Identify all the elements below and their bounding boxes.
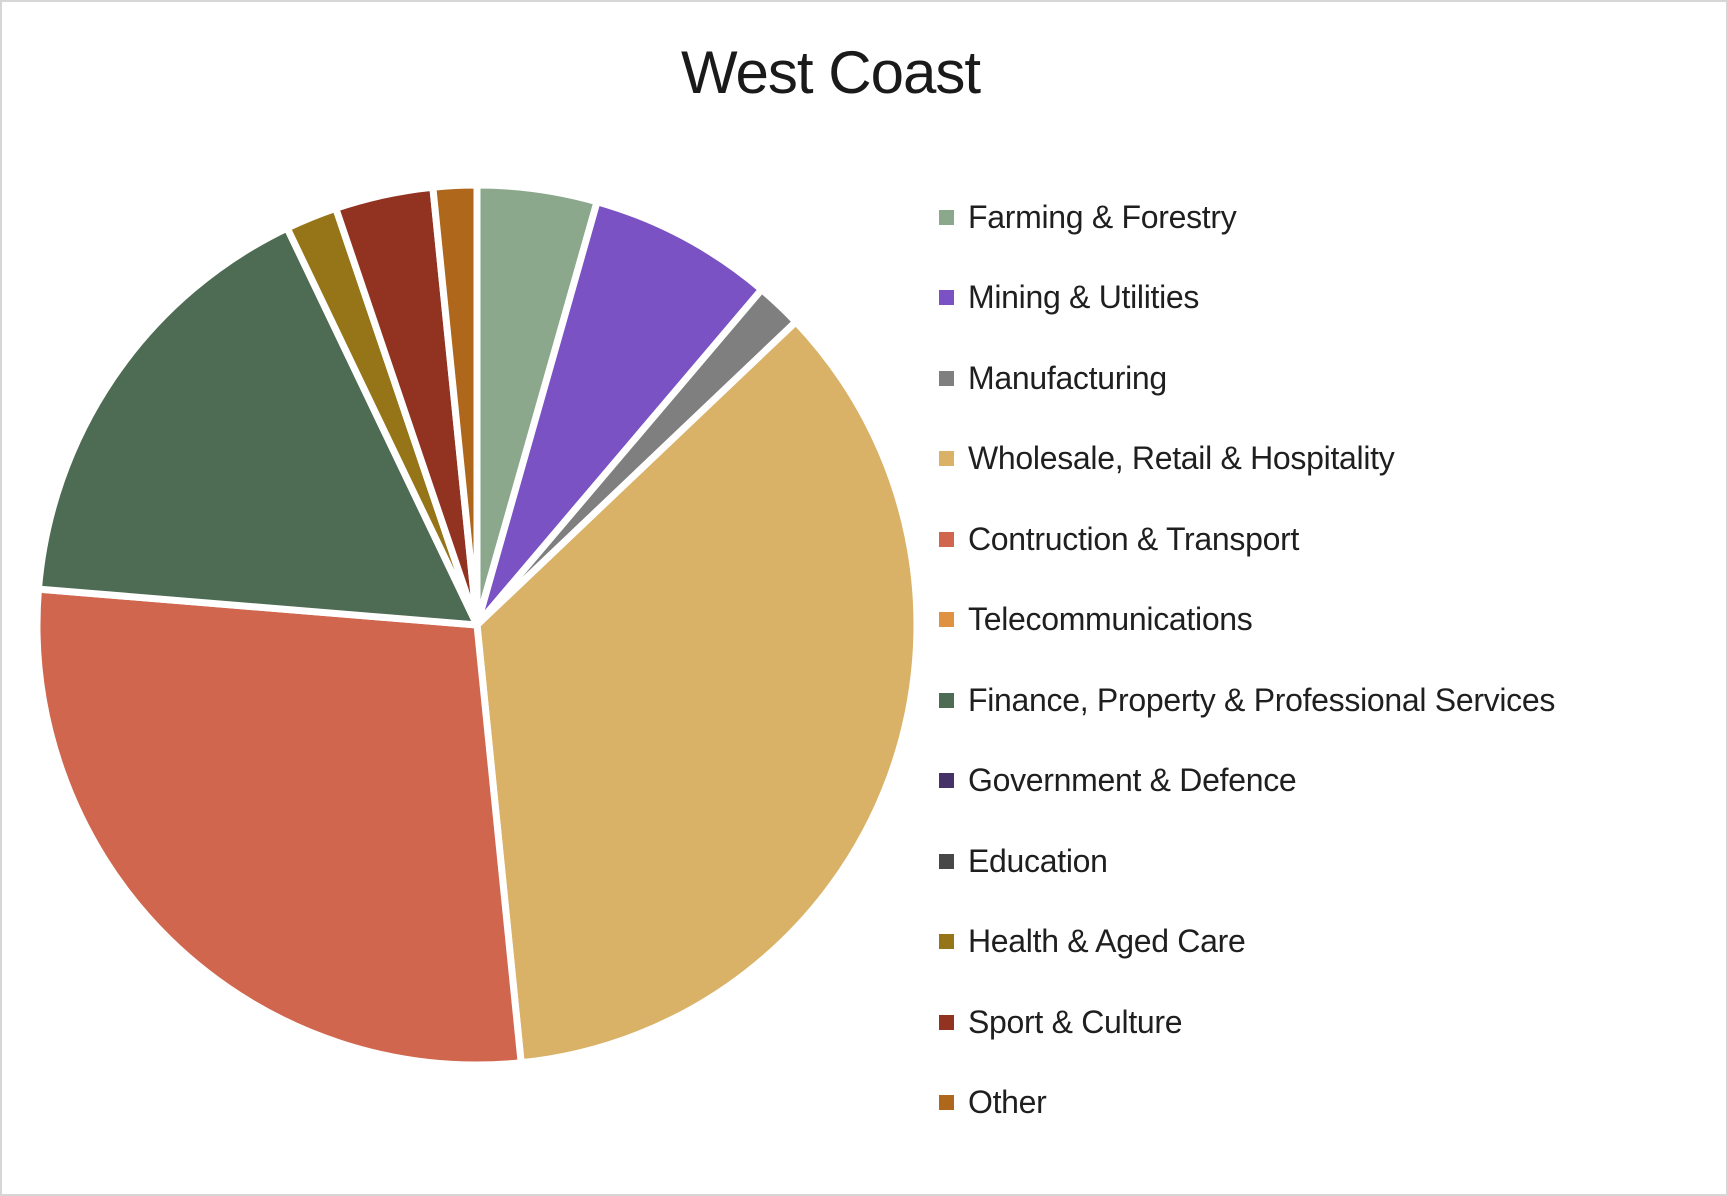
legend-item: Telecommunications [939, 597, 1253, 643]
legend-label: Education [968, 842, 1108, 879]
pie-slice-wholesale-retail-hospitality [473, 318, 921, 1067]
legend-swatch [939, 531, 954, 547]
legend-swatch [939, 209, 954, 225]
legend-item: Government & Defence [939, 758, 1297, 804]
legend: Farming & Forestry Mining & Utilities Manu… [939, 2, 1699, 1194]
legend-item: Contruction & Transport [939, 516, 1299, 562]
legend-label: Farming & Forestry [968, 198, 1237, 235]
legend-item: Farming & Forestry [939, 194, 1237, 240]
legend-label: Finance, Property & Professional Service… [968, 681, 1556, 718]
legend-swatch [939, 370, 954, 386]
legend-item: Health & Aged Care [939, 919, 1246, 965]
legend-label: Other [968, 1084, 1047, 1120]
legend-item: Finance, Property & Professional Service… [939, 677, 1555, 723]
pie-slice-other [429, 181, 481, 629]
pie-slice-contruction-transport [33, 585, 525, 1069]
legend-swatch [939, 1014, 954, 1030]
legend-label: Sport & Culture [968, 1003, 1183, 1040]
legend-item: Sport & Culture [939, 999, 1183, 1045]
legend-label: Health & Aged Care [968, 923, 1246, 959]
legend-label: Manufacturing [968, 359, 1167, 396]
legend-label: Government & Defence [968, 762, 1297, 798]
legend-swatch [939, 1095, 954, 1110]
legend-swatch [939, 773, 954, 788]
pie-slice-finance-property-professional-services [34, 224, 481, 629]
legend-label: Wholesale, Retail & Hospitality [968, 440, 1395, 476]
legend-swatch [939, 290, 954, 305]
legend-swatch [939, 612, 954, 627]
legend-item: Other [939, 1080, 1047, 1126]
legend-label: Contruction & Transport [968, 520, 1300, 557]
legend-swatch [939, 853, 954, 869]
legend-item: Manufacturing [939, 355, 1167, 401]
legend-item: Mining & Utilities [939, 275, 1199, 321]
legend-item: Education [939, 838, 1108, 884]
legend-swatch [939, 934, 954, 949]
legend-swatch [939, 692, 954, 708]
pie-slice-mining-utilities [473, 198, 766, 629]
legend-label: Mining & Utilities [968, 279, 1200, 315]
chart-title: West Coast [681, 39, 981, 106]
legend-item: Wholesale, Retail & Hospitality [939, 436, 1395, 482]
legend-swatch [939, 451, 954, 466]
legend-label: Telecommunications [968, 601, 1253, 637]
